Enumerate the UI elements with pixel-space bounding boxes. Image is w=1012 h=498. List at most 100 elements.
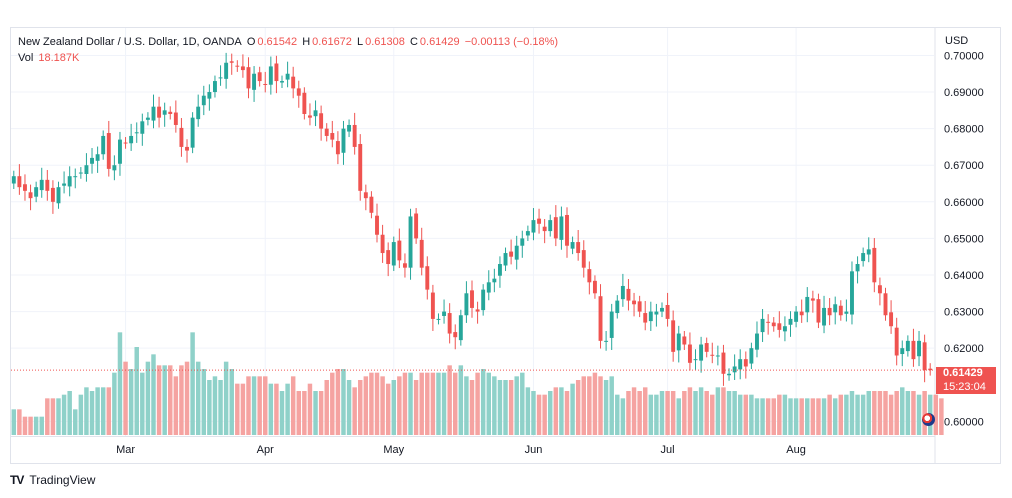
- volume-bar: [33, 416, 39, 435]
- candle-body: [240, 66, 245, 71]
- volume-bar: [419, 372, 424, 435]
- x-tick-label: Apr: [257, 444, 274, 456]
- candle-body: [481, 289, 486, 311]
- volume-bar: [22, 416, 28, 435]
- candle-body: [291, 76, 296, 89]
- brand-name[interactable]: TradingView: [29, 473, 96, 487]
- currency-label[interactable]: USD: [945, 35, 969, 47]
- volume-bar: [134, 347, 139, 435]
- candle-body: [112, 165, 117, 171]
- candle-body: [39, 179, 44, 191]
- candle-body: [755, 333, 759, 350]
- volume-bar: [732, 391, 737, 435]
- volume-bar: [263, 376, 268, 435]
- candle-body: [799, 311, 804, 316]
- volume-bar: [542, 394, 547, 435]
- candle-body: [615, 300, 620, 314]
- candle-body: [777, 323, 782, 330]
- volume-bar: [508, 380, 514, 435]
- candle-body: [352, 124, 357, 147]
- candle-body: [173, 112, 178, 125]
- footer[interactable]: TV TradingView: [10, 473, 95, 487]
- candle-body: [855, 264, 860, 272]
- volume-bar: [402, 372, 408, 435]
- vol-value: 18.187K: [38, 52, 80, 64]
- volume-bar: [514, 376, 519, 435]
- volume-bar: [251, 376, 257, 435]
- volume-bar: [290, 376, 296, 435]
- volume-bar: [547, 391, 553, 435]
- volume-bar: [553, 387, 559, 435]
- volume-bar: [235, 383, 240, 435]
- candle-body: [118, 139, 122, 164]
- candle-body: [928, 368, 933, 371]
- candle-body: [464, 293, 469, 316]
- y-tick-label: 0.65000: [944, 233, 984, 245]
- candle-body: [866, 249, 871, 255]
- candle-body: [56, 187, 61, 204]
- candle-body: [280, 81, 284, 83]
- volume-bar: [397, 376, 402, 435]
- tradingview-logo-icon[interactable]: TV: [10, 473, 24, 487]
- volume-bar: [279, 391, 285, 435]
- volume-bar: [721, 387, 726, 435]
- y-tick-label: 0.62000: [944, 343, 984, 355]
- volume-bar: [654, 394, 659, 435]
- volume-bar: [860, 394, 866, 435]
- candle-body: [559, 216, 564, 240]
- candle-body: [157, 106, 162, 118]
- candle-body: [419, 239, 424, 268]
- volume-bar: [307, 383, 313, 435]
- candle-body: [330, 133, 335, 140]
- volume-bar: [531, 391, 536, 435]
- candle-body: [492, 278, 497, 283]
- countdown-tag: 15:23:04: [936, 380, 996, 394]
- y-tick-label: 0.66000: [944, 197, 984, 209]
- volume-bar: [570, 383, 575, 435]
- volume-bar: [933, 394, 939, 435]
- volume-bar: [39, 416, 44, 435]
- candle-body: [179, 127, 184, 147]
- candle-body: [363, 192, 368, 199]
- x-tick-label: Jun: [525, 444, 543, 456]
- volume-bar: [246, 376, 251, 435]
- volume-bar: [475, 372, 480, 435]
- volume-bar: [458, 365, 464, 435]
- volume-bar: [760, 398, 765, 435]
- candle-body: [11, 176, 16, 184]
- volume-bar: [358, 380, 363, 435]
- candle-body: [844, 311, 849, 314]
- candle-body: [581, 250, 586, 268]
- volume-bar: [754, 398, 760, 435]
- candle-body: [905, 340, 910, 352]
- volume-bar: [145, 361, 151, 435]
- volume-bar: [207, 380, 212, 435]
- candle-body: [565, 214, 569, 246]
- volume-bar: [603, 380, 609, 435]
- candle-body: [84, 165, 89, 175]
- volume-bar: [218, 380, 223, 435]
- candle-body: [67, 176, 72, 187]
- volume-bar: [168, 365, 173, 435]
- candle-body: [296, 88, 301, 96]
- change-value: −0.00113 (−0.18%): [464, 36, 559, 48]
- volume-bar: [894, 391, 899, 435]
- volume-bar: [832, 398, 838, 435]
- volume-bar: [464, 376, 469, 435]
- volume-bar: [777, 394, 782, 435]
- candle-body: [190, 117, 195, 148]
- vol-label[interactable]: Vol: [18, 52, 34, 64]
- volume-bar: [128, 369, 134, 435]
- volume-bar: [838, 394, 844, 435]
- candle-body: [319, 113, 324, 129]
- symbol-title[interactable]: New Zealand Dollar / U.S. Dollar, 1D, OA…: [18, 36, 242, 48]
- volume-bar: [637, 391, 642, 435]
- candle-body: [302, 92, 307, 114]
- volume-bar: [872, 391, 877, 435]
- us-flag-icon[interactable]: [922, 413, 935, 426]
- volume-bar: [318, 391, 324, 435]
- candle-body: [749, 348, 754, 364]
- candle-body: [766, 321, 771, 323]
- candle-body: [168, 111, 173, 114]
